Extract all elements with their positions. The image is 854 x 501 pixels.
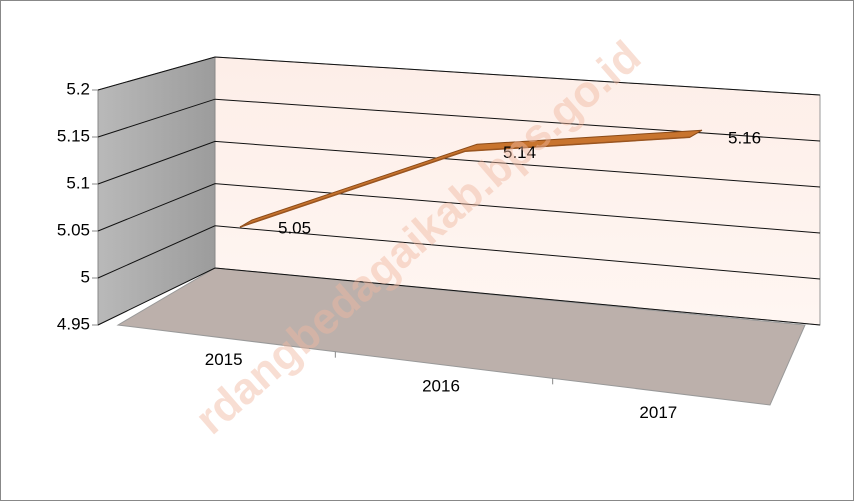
y-tick-label: 5 bbox=[81, 267, 90, 286]
data-label: 5.05 bbox=[278, 218, 311, 237]
x-tick-label: 2017 bbox=[639, 403, 677, 422]
data-label: 5.16 bbox=[728, 129, 761, 148]
grid-line bbox=[97, 225, 821, 280]
grid-line bbox=[97, 140, 821, 188]
y-tick-label: 5.1 bbox=[66, 173, 90, 192]
grid-line bbox=[97, 183, 821, 234]
y-tick-label: 5.05 bbox=[57, 220, 90, 239]
y-tick-label: 5.2 bbox=[66, 79, 90, 98]
x-tick-label: 2015 bbox=[205, 350, 243, 369]
floor bbox=[116, 267, 806, 406]
grid-line bbox=[97, 56, 821, 96]
data-label: 5.14 bbox=[503, 143, 536, 162]
y-tick-label: 4.95 bbox=[57, 314, 90, 333]
y-tick-label: 5.15 bbox=[57, 126, 90, 145]
grid-line bbox=[97, 267, 821, 326]
line-edge bbox=[239, 136, 691, 228]
x-tick-label: 2016 bbox=[422, 376, 460, 395]
grid-line bbox=[97, 98, 821, 142]
